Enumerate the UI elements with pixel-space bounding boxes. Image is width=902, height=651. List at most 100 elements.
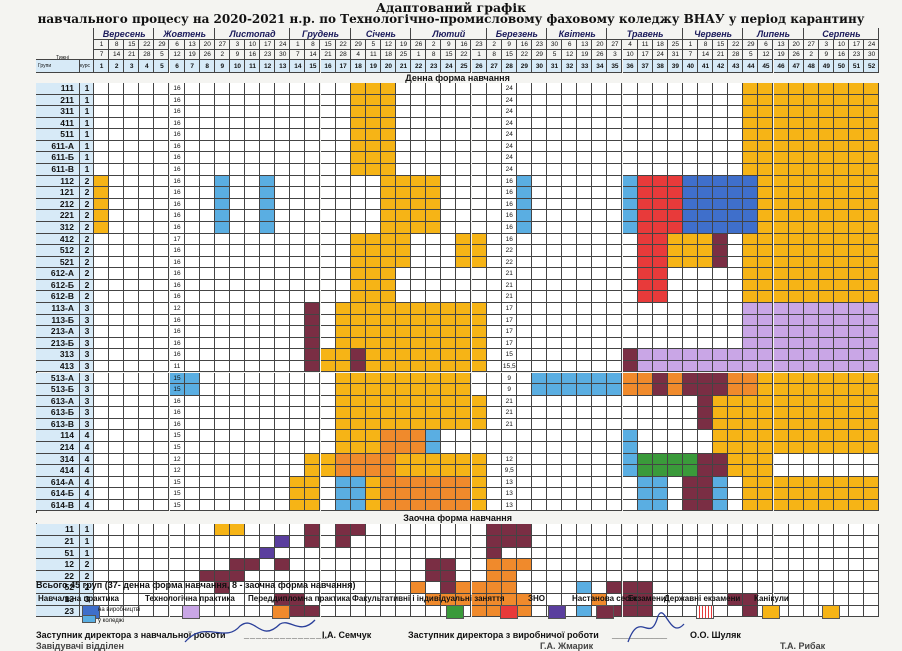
week-cell — [124, 256, 140, 269]
week-cell — [305, 198, 321, 211]
week-cell — [607, 83, 623, 95]
week-cell — [124, 476, 140, 489]
day-group-cell — [36, 152, 80, 165]
week-number-cell — [682, 60, 698, 73]
week-cell — [275, 499, 291, 512]
week-cell — [652, 117, 668, 130]
week-cell — [260, 291, 276, 304]
week-number-cell — [713, 60, 729, 73]
week-cell — [471, 524, 487, 537]
week-number-cell — [698, 60, 714, 73]
week-cell — [849, 106, 865, 118]
week-cell — [667, 221, 683, 234]
week-cell — [260, 152, 276, 165]
week-cell — [124, 314, 140, 327]
week-cell — [833, 326, 849, 338]
week-cell — [411, 83, 427, 95]
day-weeks-count-2: 17 — [505, 316, 513, 324]
week-cell — [396, 384, 412, 396]
week-cell — [184, 407, 200, 419]
day-course-cell — [80, 117, 94, 130]
week-cell — [622, 372, 638, 385]
day-weeks-count-1: 16 — [173, 397, 181, 405]
legend-label: Канікули — [754, 594, 789, 603]
week-cell — [562, 326, 578, 338]
extramural-group-name: 21 — [64, 536, 74, 547]
week-cell — [788, 106, 804, 118]
week-cell — [94, 430, 110, 442]
week-cell — [109, 129, 125, 141]
week-cell — [682, 476, 698, 489]
week-cell — [199, 233, 215, 246]
day-start-label: 8 — [311, 41, 315, 48]
week-cell — [139, 407, 155, 419]
week-cell — [698, 499, 714, 512]
week-cell — [214, 499, 230, 512]
week-cell — [577, 326, 593, 338]
week-cell — [486, 476, 502, 489]
week-cell — [335, 164, 351, 176]
day-group-cell — [36, 465, 80, 477]
week-cell — [290, 233, 306, 246]
week-cell — [758, 326, 774, 338]
week-cell — [169, 476, 185, 489]
week-cell — [441, 233, 457, 246]
week-cell — [516, 210, 532, 222]
week-cell — [109, 559, 125, 571]
week-cell — [501, 140, 517, 153]
week-cell — [682, 488, 698, 500]
week-cell — [728, 593, 744, 606]
week-cell — [124, 268, 140, 280]
week-cell — [501, 152, 517, 165]
week-cell — [199, 117, 215, 130]
day-start-label: 2 — [492, 41, 496, 48]
week-cell — [335, 570, 351, 583]
day-end-label: 1 — [416, 51, 421, 58]
week-cell — [516, 337, 532, 350]
week-cell — [154, 384, 170, 396]
day-start-cell — [547, 40, 563, 50]
day-start-cell — [184, 40, 200, 50]
extramural-course: 1 — [84, 536, 90, 547]
week-cell — [426, 372, 442, 385]
month-header — [607, 28, 683, 40]
week-cell — [577, 210, 593, 222]
week-cell — [773, 129, 789, 141]
week-cell — [411, 210, 427, 222]
week-cell — [320, 488, 336, 500]
week-cell — [531, 559, 547, 571]
week-cell — [652, 593, 668, 606]
week-cell — [199, 476, 215, 489]
week-cell — [184, 524, 200, 537]
week-cell — [758, 582, 774, 594]
week-cell — [426, 210, 442, 222]
week-cell — [184, 129, 200, 141]
week-cell — [818, 407, 834, 419]
week-cell — [260, 536, 276, 548]
day-end-label: 26 — [203, 51, 211, 58]
week-cell — [486, 291, 502, 304]
week-cell — [713, 476, 729, 489]
week-cell — [426, 488, 442, 500]
day-course-cell — [80, 441, 94, 454]
week-cell — [516, 559, 532, 571]
extramural-group-name: 52 — [64, 582, 74, 593]
week-cell — [290, 488, 306, 500]
week-cell — [456, 488, 472, 500]
day-group-name: 613-А — [50, 395, 74, 406]
week-cell — [531, 407, 547, 419]
day-weeks-count-1: 16 — [173, 212, 181, 220]
week-cell — [396, 164, 412, 176]
week-cell — [698, 210, 714, 222]
week-cell — [290, 536, 306, 548]
week-cell — [667, 233, 683, 246]
week-cell — [501, 407, 517, 419]
week-cell — [547, 360, 563, 373]
day-end-cell — [531, 50, 547, 60]
week-cell — [713, 326, 729, 338]
day-start-label: 1 — [99, 41, 104, 48]
week-cell — [350, 83, 366, 95]
week-cell — [199, 279, 215, 292]
week-cell — [229, 210, 245, 222]
week-cell — [456, 94, 472, 107]
